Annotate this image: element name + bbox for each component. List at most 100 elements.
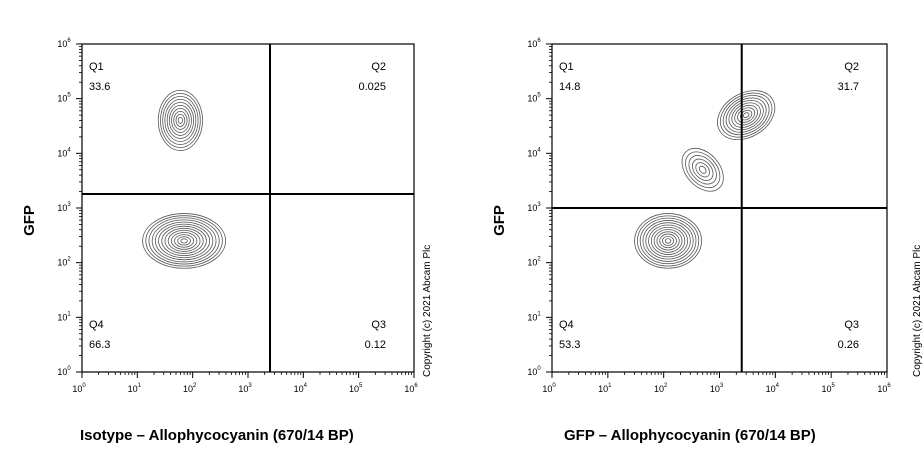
- contour-level: [145, 215, 223, 267]
- quadrant-label-q3: Q3: [371, 319, 386, 331]
- x-tick-label: 104: [294, 383, 308, 394]
- y-tick-label: 106: [527, 38, 541, 49]
- contour-level: [642, 220, 694, 262]
- contour-level: [719, 92, 773, 138]
- x-tick-exponent: 2: [664, 383, 668, 389]
- contour-level: [167, 230, 201, 252]
- y-tick-exponent: 2: [537, 257, 541, 263]
- quadrant-label-q2: Q2: [844, 61, 859, 73]
- y-tick-exponent: 4: [67, 147, 71, 153]
- contour-level: [177, 236, 191, 246]
- x-tick-exponent: 4: [304, 383, 308, 389]
- x-axis-label: GFP – Allophycocyanin (670/14 BP): [564, 427, 816, 444]
- y-tick-exponent: 5: [537, 93, 541, 99]
- quadrant-value-q2: 0.025: [358, 81, 386, 93]
- x-tick-exponent: 1: [138, 383, 142, 389]
- y-tick-label: 100: [527, 366, 541, 377]
- y-tick-label: 105: [57, 93, 71, 104]
- x-tick-exponent: 6: [414, 383, 418, 389]
- y-tick-label: 104: [527, 147, 541, 158]
- contour-level: [648, 224, 689, 258]
- contour-level: [162, 95, 199, 145]
- x-tick-label: 102: [183, 383, 197, 394]
- contour-level: [728, 100, 764, 131]
- y-axis-label: GFP: [490, 205, 508, 236]
- contour-level: [151, 219, 217, 263]
- quadrant-value-q3: 0.12: [365, 339, 386, 351]
- x-tick-label: 105: [349, 383, 363, 394]
- quadrant-label-q2: Q2: [371, 61, 386, 73]
- contour-level: [157, 89, 203, 151]
- contour-level: [695, 162, 710, 178]
- x-tick-label: 103: [238, 383, 252, 394]
- contour-level: [168, 104, 192, 136]
- contour-level: [685, 151, 721, 189]
- contour-level: [731, 102, 761, 128]
- y-tick-label: 103: [527, 202, 541, 213]
- chart-panel-isotype: 100 101 102 103 104 105 106 100 101 102 103 104 105 1…: [20, 38, 433, 444]
- y-tick-exponent: 6: [67, 38, 71, 44]
- x-tick-label: 104: [766, 383, 780, 394]
- contour-level: [725, 97, 767, 133]
- contour-level: [656, 231, 680, 251]
- quadrant-value-q2: 31.7: [838, 81, 859, 93]
- x-tick-label: 100: [542, 383, 556, 394]
- contour-group: [142, 89, 226, 269]
- contour-level: [722, 95, 770, 136]
- copyright-notice: Copyright (c) 2021 Abcam Plc: [422, 244, 433, 377]
- chart-panel-gfp: 100 101 102 103 104 105 106 100 101 102 103 104 105 1…: [462, 0, 924, 462]
- quadrant-label-q4: Q4: [89, 319, 104, 331]
- y-tick-exponent: 0: [537, 366, 541, 372]
- contour-level: [175, 114, 186, 127]
- y-tick-exponent: 6: [537, 38, 541, 44]
- x-tick-label: 106: [404, 383, 418, 394]
- x-tick-exponent: 1: [608, 383, 612, 389]
- y-tick-label: 101: [527, 311, 541, 322]
- contour-level: [691, 158, 714, 181]
- contour-level: [662, 235, 675, 246]
- y-tick-exponent: 4: [537, 147, 541, 153]
- contour-level: [154, 221, 214, 261]
- x-tick-exponent: 0: [82, 383, 86, 389]
- quadrant-value-q3: 0.26: [838, 339, 859, 351]
- copyright-notice: Copyright (c) 2021 Abcam Plc: [912, 244, 923, 377]
- y-tick-exponent: 2: [67, 257, 71, 263]
- x-tick-label: 103: [710, 383, 724, 394]
- quadrant-label-q4: Q4: [559, 319, 574, 331]
- contour-level: [164, 227, 204, 254]
- contour-plot-isotype: 100 101 102 103 104 105 1061001011021031041051…: [57, 38, 418, 394]
- x-tick-exponent: 0: [552, 383, 556, 389]
- y-tick-exponent: 1: [537, 311, 541, 317]
- y-tick-label: 103: [57, 202, 71, 213]
- contour-level: [664, 238, 672, 244]
- contour-level: [717, 90, 776, 141]
- contour-level: [142, 213, 226, 269]
- quadrant-label-q1: Q1: [559, 61, 574, 73]
- contour-group: [634, 90, 776, 269]
- contour-level: [737, 107, 756, 123]
- x-tick-label: 101: [598, 383, 612, 394]
- x-tick-exponent: 3: [720, 383, 724, 389]
- x-tick-label: 106: [877, 383, 891, 394]
- contour-level: [698, 165, 707, 174]
- x-axis-label: Isotype – Allophycocyanin (670/14 BP): [80, 427, 354, 444]
- y-axis-label: GFP: [20, 205, 38, 236]
- quadrant-value-q1: 33.6: [89, 81, 110, 93]
- quadrant-label-q3: Q3: [844, 319, 859, 331]
- x-tick-label: 100: [72, 383, 86, 394]
- contour-plot-gfp: 100 101 102 103 104 105 1061001011021031041051…: [527, 38, 891, 394]
- contour-level: [170, 232, 198, 250]
- y-tick-label: 100: [57, 366, 71, 377]
- x-tick-label: 105: [821, 383, 835, 394]
- quadrant-value-q4: 53.3: [559, 339, 580, 351]
- contour-level: [653, 229, 683, 253]
- contour-level: [180, 238, 188, 244]
- contour-level: [164, 98, 197, 142]
- plot-frame: [81, 43, 415, 373]
- y-tick-label: 102: [57, 257, 71, 268]
- y-tick-exponent: 5: [67, 93, 71, 99]
- y-tick-label: 101: [57, 311, 71, 322]
- contour-level: [742, 112, 750, 118]
- contour-level: [166, 101, 195, 139]
- contour-level: [659, 233, 677, 249]
